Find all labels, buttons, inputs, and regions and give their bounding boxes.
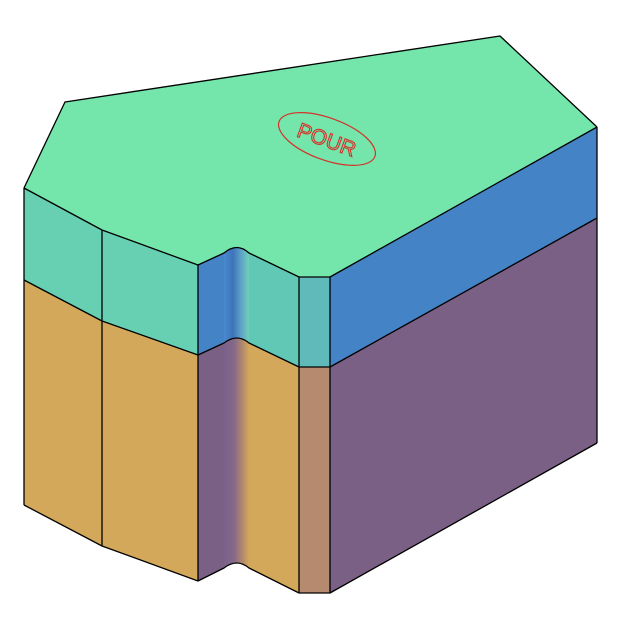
lower-notch-left-face [198,343,224,581]
lower-groove-face [224,338,249,568]
upper-right-face [330,127,597,367]
upper-notch-left-face [198,253,224,355]
upper-front-face [102,230,198,355]
upper-groove-face [224,247,249,343]
upper-notch-right-face [249,253,299,367]
top-face [24,36,597,277]
upper-side-face [299,277,330,367]
lower-right-face [330,218,597,593]
lower-front-face [102,321,198,581]
label-ellipse [277,112,377,166]
lower-left-face [24,280,102,546]
model-edges [23,35,598,594]
upper-left-face [24,188,102,321]
lower-notch-right-face [249,343,299,593]
lower-side-face [299,367,330,593]
